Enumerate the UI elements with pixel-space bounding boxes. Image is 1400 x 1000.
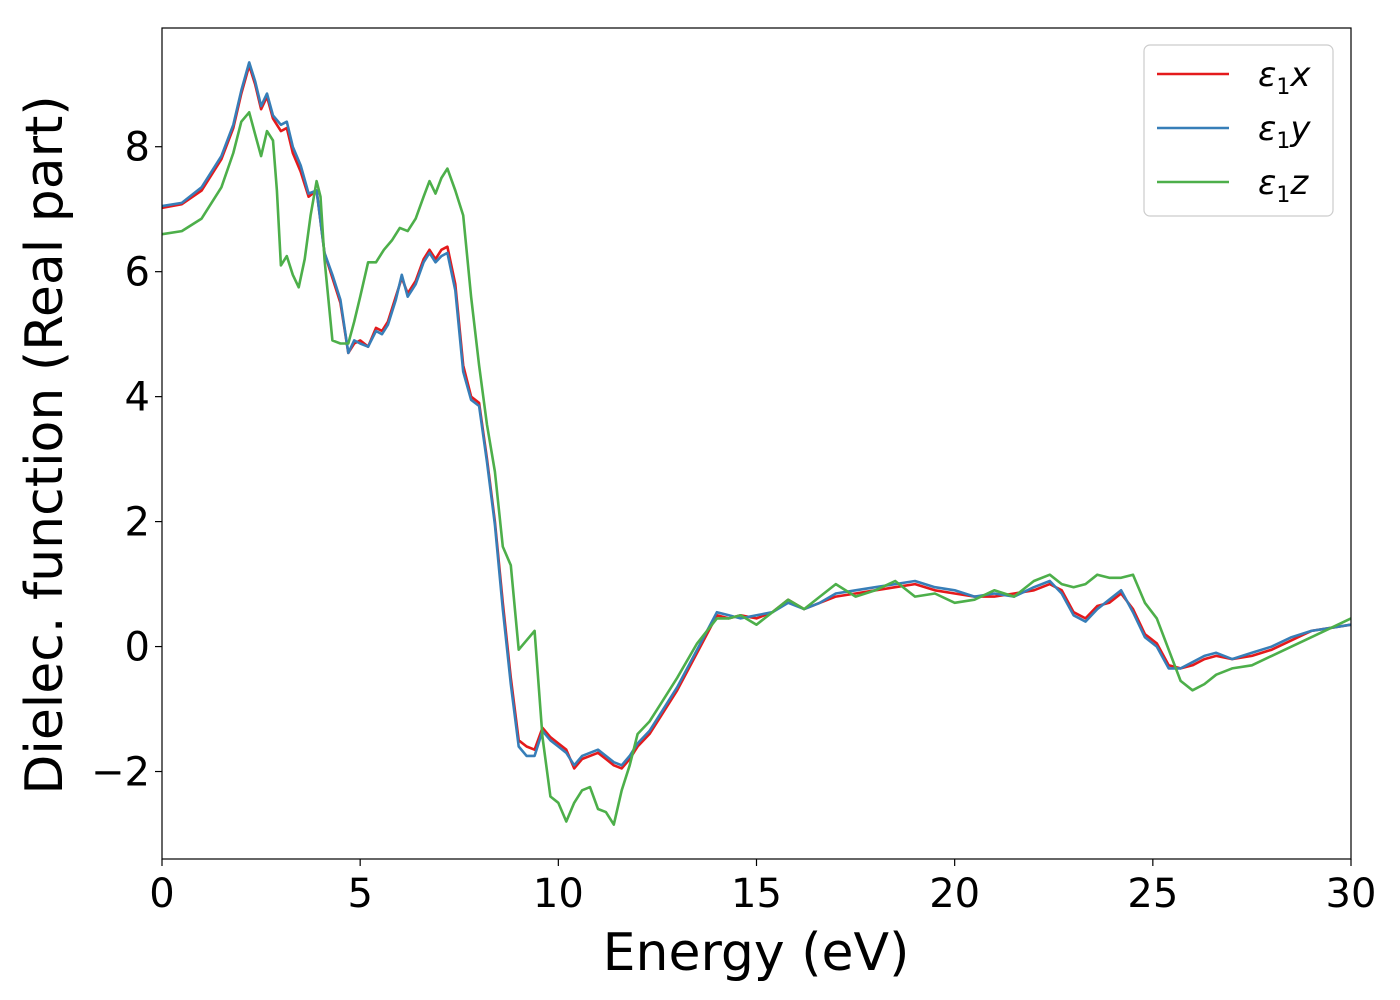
y-tick-label: 0: [125, 625, 150, 671]
legend-label-x: ε1x: [1258, 55, 1311, 100]
legend-label-z: ε1z: [1258, 163, 1309, 208]
legend-label-y: ε1y: [1258, 109, 1311, 154]
x-tick-label: 20: [929, 871, 980, 917]
y-tick-label: −2: [91, 750, 150, 796]
legend: ε1x ε1y ε1z: [1143, 44, 1334, 217]
series-line-z: [162, 111, 1351, 826]
y-tick-label: 6: [125, 250, 150, 296]
legend-box: [1143, 44, 1334, 217]
y-tick-label: 4: [125, 375, 150, 421]
x-tick-label: 5: [347, 871, 372, 917]
x-tick-label: 30: [1326, 871, 1377, 917]
series-layer: [162, 61, 1351, 826]
ticks-layer: 0 5 10 15 20 25 30 −2 0 2 4 6 8: [91, 125, 1376, 917]
x-tick-label: 25: [1127, 871, 1178, 917]
y-axis-label: Dielec. function (Real part): [15, 95, 75, 794]
x-axis-label: Energy (eV): [603, 923, 910, 983]
x-tick-label: 15: [731, 871, 782, 917]
y-tick-label: 8: [125, 125, 150, 171]
x-tick-label: 0: [149, 871, 174, 917]
y-tick-label: 2: [125, 500, 150, 546]
x-tick-label: 10: [533, 871, 584, 917]
series-line-y: [162, 61, 1351, 767]
